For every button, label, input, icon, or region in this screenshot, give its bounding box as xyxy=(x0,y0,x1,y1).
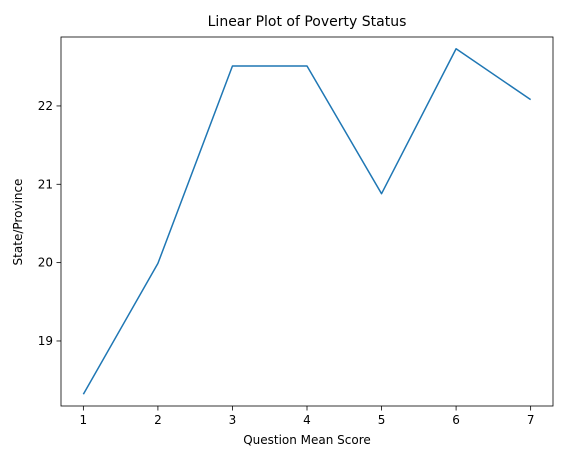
x-tick-label-3: 4 xyxy=(303,413,311,427)
y-tick-label-0: 19 xyxy=(38,334,53,348)
x-tick-label-2: 3 xyxy=(229,413,237,427)
x-tick-label-5: 6 xyxy=(452,413,460,427)
y-tick-label-3: 22 xyxy=(38,99,53,113)
plot-area: 1 2 3 4 5 6 7 19 20 21 22 xyxy=(38,36,554,427)
x-tick-label-6: 7 xyxy=(527,413,535,427)
y-tick-label-2: 21 xyxy=(38,177,53,191)
x-axis-label: Question Mean Score xyxy=(243,433,371,447)
y-axis-label: State/Province xyxy=(11,179,25,266)
chart-title: Linear Plot of Poverty Status xyxy=(208,14,407,30)
x-tick-label-0: 1 xyxy=(80,413,88,427)
x-tick-label-1: 2 xyxy=(154,413,162,427)
series-line-0 xyxy=(82,48,532,395)
x-tick-label-4: 5 xyxy=(378,413,386,427)
y-tick-label-1: 20 xyxy=(38,256,53,270)
